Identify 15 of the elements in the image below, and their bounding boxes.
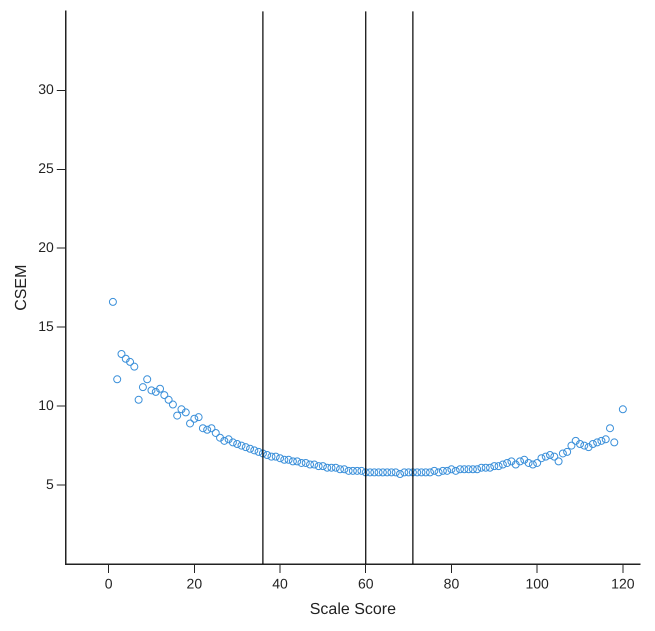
y-tick-label: 20 xyxy=(38,239,54,256)
x-tick-label: 80 xyxy=(444,575,460,592)
x-tick-label: 40 xyxy=(272,575,288,592)
y-axis-title: CSEM xyxy=(13,264,30,311)
x-tick-label: 60 xyxy=(358,575,374,592)
x-tick-label: 0 xyxy=(104,575,113,592)
x-tick-label: 20 xyxy=(186,575,202,592)
y-tick-label: 5 xyxy=(46,476,54,492)
y-tick-label: 15 xyxy=(38,318,54,334)
y-tick-label: 30 xyxy=(38,81,54,98)
x-tick-label: 100 xyxy=(525,575,550,592)
x-tick-label: 120 xyxy=(611,575,635,592)
y-tick-label: 25 xyxy=(38,160,54,176)
y-tick-label: 10 xyxy=(38,396,54,413)
x-axis-title: Scale Score xyxy=(310,600,396,618)
